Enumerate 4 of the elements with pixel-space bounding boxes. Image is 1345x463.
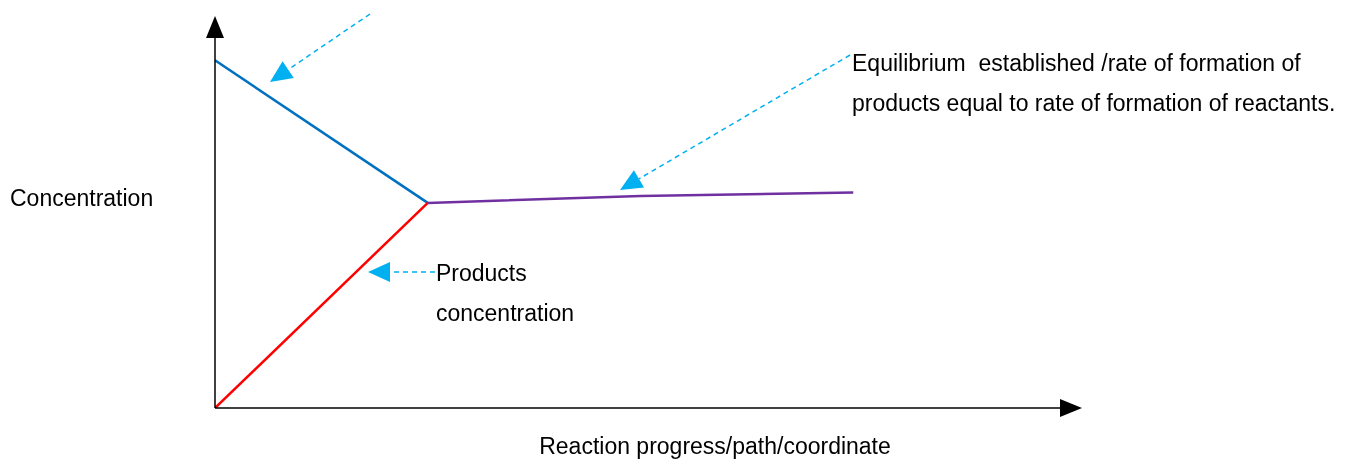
x-axis-title: Reaction progress/path/coordinate	[538, 433, 892, 460]
annotation: Products concentration	[436, 259, 576, 328]
y-axis-title: Concentration	[10, 184, 155, 213]
annotation: Equilibrium established /rate of formation of products equal to rate of formation of reactants.	[852, 49, 1337, 118]
